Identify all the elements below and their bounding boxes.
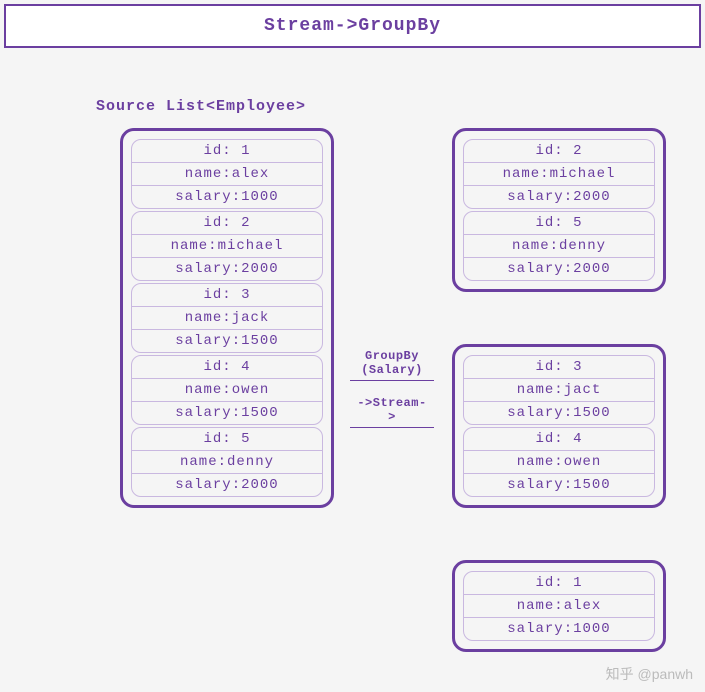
- record-id: id: 4: [464, 428, 654, 451]
- record-id: id: 1: [132, 140, 322, 163]
- record-id: id: 4: [132, 356, 322, 379]
- employee-record: id: 5name:dennysalary:2000: [131, 427, 323, 497]
- record-id: id: 5: [464, 212, 654, 235]
- record-name: name:alex: [464, 595, 654, 618]
- result-group-box-2: id: 1name:alexsalary:1000: [452, 560, 666, 652]
- record-salary: salary:2000: [464, 186, 654, 208]
- source-label: Source List<Employee>: [96, 98, 306, 115]
- employee-record: id: 4name:owensalary:1500: [463, 427, 655, 497]
- stream-arrow-label: ->Stream- >: [350, 396, 434, 428]
- groupby-label: GroupBy (Salary): [350, 349, 434, 381]
- employee-record: id: 5name:dennysalary:2000: [463, 211, 655, 281]
- record-name: name:owen: [464, 451, 654, 474]
- employee-record: id: 2name:michaelsalary:2000: [463, 139, 655, 209]
- record-name: name:jact: [464, 379, 654, 402]
- diagram-title: Stream->GroupBy: [4, 4, 701, 48]
- record-name: name:jack: [132, 307, 322, 330]
- record-salary: salary:1500: [132, 402, 322, 424]
- record-salary: salary:2000: [132, 258, 322, 280]
- record-id: id: 1: [464, 572, 654, 595]
- employee-record: id: 3name:jactsalary:1500: [463, 355, 655, 425]
- employee-record: id: 1name:alexsalary:1000: [131, 139, 323, 209]
- employee-record: id: 3name:jacksalary:1500: [131, 283, 323, 353]
- record-name: name:owen: [132, 379, 322, 402]
- record-salary: salary:1000: [132, 186, 322, 208]
- record-name: name:michael: [132, 235, 322, 258]
- record-salary: salary:1500: [464, 402, 654, 424]
- record-name: name:denny: [132, 451, 322, 474]
- record-id: id: 3: [132, 284, 322, 307]
- record-salary: salary:2000: [464, 258, 654, 280]
- record-salary: salary:1000: [464, 618, 654, 640]
- record-name: name:alex: [132, 163, 322, 186]
- record-salary: salary:1500: [132, 330, 322, 352]
- record-id: id: 2: [464, 140, 654, 163]
- record-id: id: 5: [132, 428, 322, 451]
- record-id: id: 3: [464, 356, 654, 379]
- employee-record: id: 2name:michaelsalary:2000: [131, 211, 323, 281]
- result-group-box-1: id: 3name:jactsalary:1500id: 4name:owens…: [452, 344, 666, 508]
- record-name: name:denny: [464, 235, 654, 258]
- employee-record: id: 1name:alexsalary:1000: [463, 571, 655, 641]
- record-salary: salary:1500: [464, 474, 654, 496]
- watermark-text: 知乎 @panwh: [606, 664, 693, 684]
- source-group-box: id: 1name:alexsalary:1000id: 2name:micha…: [120, 128, 334, 508]
- record-name: name:michael: [464, 163, 654, 186]
- record-salary: salary:2000: [132, 474, 322, 496]
- employee-record: id: 4name:owensalary:1500: [131, 355, 323, 425]
- record-id: id: 2: [132, 212, 322, 235]
- result-group-box-0: id: 2name:michaelsalary:2000id: 5name:de…: [452, 128, 666, 292]
